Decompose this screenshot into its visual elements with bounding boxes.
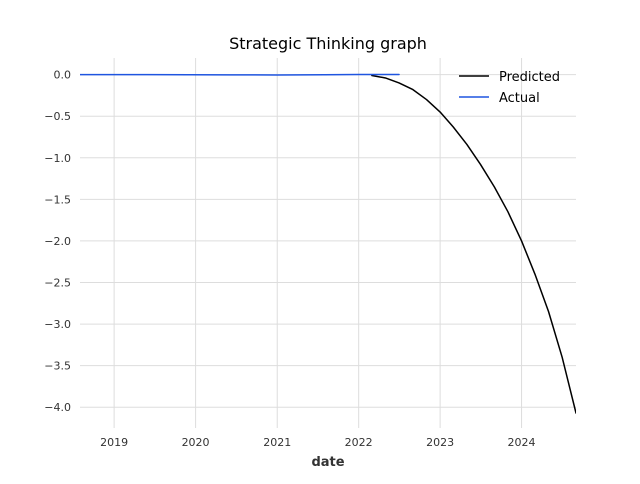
series-line-actual <box>80 73 400 76</box>
grid-layer <box>80 58 576 428</box>
y-tick-label: −1.5 <box>44 193 71 206</box>
series-line-predicted <box>371 74 576 414</box>
chart-title: Strategic Thinking graph <box>229 34 427 53</box>
x-tick-label: 2020 <box>182 436 210 449</box>
y-tick-label: −1.0 <box>44 152 71 165</box>
y-tick-label: −4.0 <box>44 401 71 414</box>
x-axis-label: date <box>311 455 344 470</box>
x-tick-label: 2023 <box>426 436 454 449</box>
legend-label: Predicted <box>499 70 560 85</box>
legend: Predicted Actual <box>459 70 560 106</box>
x-tick-label: 2024 <box>508 436 536 449</box>
tick-layer: 0.0 −0.5 −1.0 −1.5 −2.0 −2.5 −3.0 −3.5 −4.0 2019 2… <box>44 69 535 449</box>
x-tick-label: 2019 <box>100 436 128 449</box>
y-tick-label: −3.5 <box>44 360 71 373</box>
series-layer <box>80 73 576 414</box>
y-tick-label: −2.0 <box>44 235 71 248</box>
y-tick-label: −2.5 <box>44 276 71 289</box>
x-tick-label: 2021 <box>263 436 291 449</box>
x-tick-label: 2022 <box>345 436 373 449</box>
y-tick-label: −3.0 <box>44 318 71 331</box>
y-tick-label: −0.5 <box>44 110 71 123</box>
y-tick-label: 0.0 <box>54 69 72 82</box>
legend-label: Actual <box>499 91 540 106</box>
